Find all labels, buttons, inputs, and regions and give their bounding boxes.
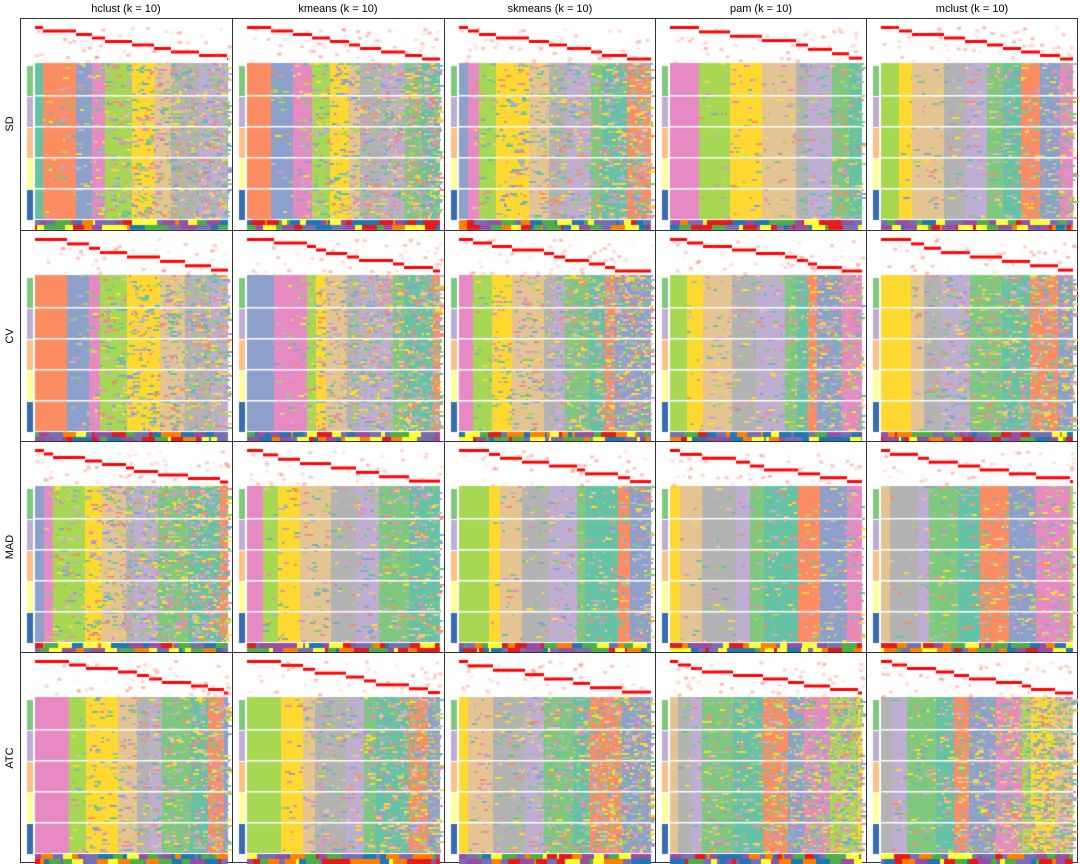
heatmap-canvas — [233, 19, 446, 232]
heatmap-panel-kmeans-SD — [232, 18, 446, 232]
column-title: mclust (k = 10) — [935, 3, 1009, 15]
column-title: pam (k = 10) — [729, 3, 793, 15]
heatmap-canvas — [656, 442, 868, 654]
heatmap-canvas — [21, 442, 234, 654]
row-label: CV — [4, 328, 16, 344]
heatmap-canvas — [867, 19, 1079, 232]
heatmap-panel-mclust-SD — [866, 18, 1079, 232]
heatmap-canvas — [656, 653, 868, 864]
heatmap-canvas — [445, 442, 657, 654]
heatmap-canvas — [656, 231, 868, 443]
heatmap-panel-mclust-CV — [866, 230, 1079, 443]
heatmap-canvas — [445, 231, 657, 443]
heatmap-panel-pam-ATC — [655, 652, 868, 864]
heatmap-panel-kmeans-CV — [232, 230, 446, 443]
row-label: SD — [4, 116, 16, 132]
heatmap-panel-pam-MAD — [655, 441, 868, 654]
heatmap-panel-kmeans-MAD — [232, 441, 446, 654]
heatmap-panel-mclust-MAD — [866, 441, 1079, 654]
heatmap-panel-pam-CV — [655, 230, 868, 443]
heatmap-canvas — [21, 19, 234, 232]
heatmap-canvas — [867, 442, 1079, 654]
heatmap-canvas — [445, 653, 657, 864]
heatmap-panel-hclust-MAD — [20, 441, 234, 654]
heatmap-canvas — [445, 19, 657, 232]
heatmap-panel-skmeans-ATC — [444, 652, 657, 864]
heatmap-panel-skmeans-CV — [444, 230, 657, 443]
row-label: MAD — [4, 534, 16, 560]
column-title: kmeans (k = 10) — [298, 3, 378, 15]
heatmap-canvas — [21, 653, 234, 864]
heatmap-panel-hclust-CV — [20, 230, 234, 443]
heatmap-canvas — [233, 442, 446, 654]
heatmap-canvas — [867, 231, 1079, 443]
heatmap-canvas — [21, 231, 234, 443]
heatmap-panel-pam-SD — [655, 18, 868, 232]
heatmap-canvas — [233, 231, 446, 443]
column-title: hclust (k = 10) — [91, 3, 161, 15]
heatmap-panel-hclust-ATC — [20, 652, 234, 864]
heatmap-canvas — [867, 653, 1079, 864]
heatmap-canvas — [656, 19, 868, 232]
heatmap-panel-kmeans-ATC — [232, 652, 446, 864]
heatmap-panel-hclust-SD — [20, 18, 234, 232]
heatmap-panel-skmeans-MAD — [444, 441, 657, 654]
heatmap-canvas — [233, 653, 446, 864]
heatmap-panel-skmeans-SD — [444, 18, 657, 232]
row-label: ATC — [4, 747, 16, 769]
heatmap-panel-mclust-ATC — [866, 652, 1079, 864]
column-title: skmeans (k = 10) — [507, 3, 593, 15]
